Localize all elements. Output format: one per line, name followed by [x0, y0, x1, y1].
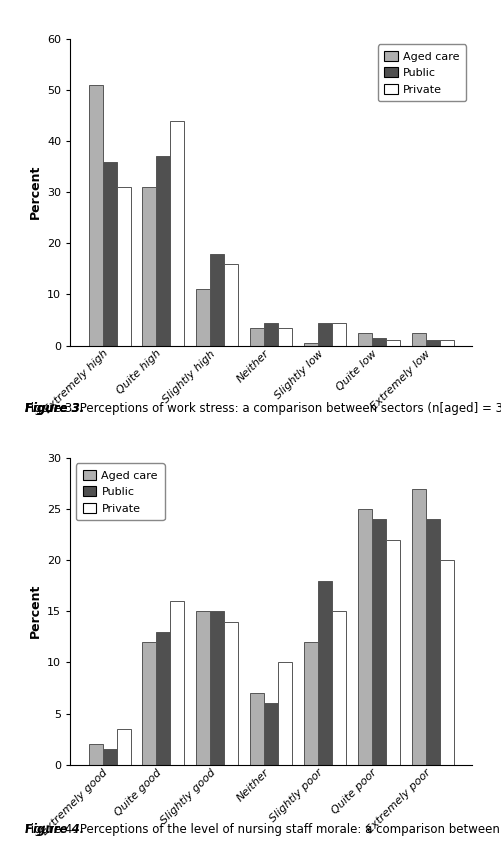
Bar: [331, 322, 345, 346]
Bar: [224, 264, 238, 346]
Text: Figure 3. Perceptions of work stress: a comparison between sectors (n[aged] = 38: Figure 3. Perceptions of work stress: a …: [25, 402, 501, 415]
Bar: [210, 254, 224, 346]
Bar: [156, 632, 170, 765]
Bar: [102, 749, 116, 765]
Bar: [278, 327, 292, 346]
Text: Figure 3. Perceptions of work stress: a comparison between sectors (n[aged] = 38: Figure 3. Perceptions of work stress: a …: [25, 402, 491, 429]
Bar: [249, 327, 264, 346]
Bar: [317, 581, 331, 765]
Bar: [116, 187, 130, 346]
Bar: [357, 333, 371, 346]
Bar: [116, 729, 130, 765]
Text: Figure 4.: Figure 4.: [25, 823, 84, 835]
Y-axis label: Percent: Percent: [29, 584, 42, 638]
Bar: [264, 703, 278, 765]
Bar: [411, 333, 425, 346]
Bar: [249, 693, 264, 765]
Bar: [196, 612, 210, 765]
Bar: [170, 601, 184, 765]
Bar: [303, 343, 317, 346]
Bar: [317, 322, 331, 346]
Y-axis label: Percent: Percent: [29, 165, 42, 219]
Bar: [142, 642, 156, 765]
Bar: [371, 338, 385, 346]
Legend: Aged care, Public, Private: Aged care, Public, Private: [76, 463, 164, 520]
Bar: [385, 540, 399, 765]
Bar: [156, 156, 170, 346]
Bar: [278, 663, 292, 765]
Bar: [411, 489, 425, 765]
Bar: [303, 642, 317, 765]
Bar: [425, 340, 439, 346]
Bar: [102, 162, 116, 346]
Bar: [142, 187, 156, 346]
Bar: [88, 85, 102, 346]
Legend: Aged care, Public, Private: Aged care, Public, Private: [377, 44, 465, 101]
Bar: [331, 612, 345, 765]
Bar: [224, 621, 238, 765]
Bar: [371, 519, 385, 765]
Bar: [439, 340, 453, 346]
Bar: [196, 289, 210, 346]
Bar: [439, 560, 453, 765]
Bar: [385, 340, 399, 346]
Text: Figure 3.: Figure 3.: [25, 402, 84, 415]
Bar: [210, 612, 224, 765]
Bar: [357, 509, 371, 765]
Text: Figure 4. Perceptions of the level of nursing staff morale: a comparison between: Figure 4. Perceptions of the level of nu…: [25, 823, 501, 835]
Bar: [88, 744, 102, 765]
Text: Figure 3.: Figure 3.: [25, 402, 84, 415]
Bar: [170, 121, 184, 346]
Bar: [264, 322, 278, 346]
Bar: [425, 519, 439, 765]
